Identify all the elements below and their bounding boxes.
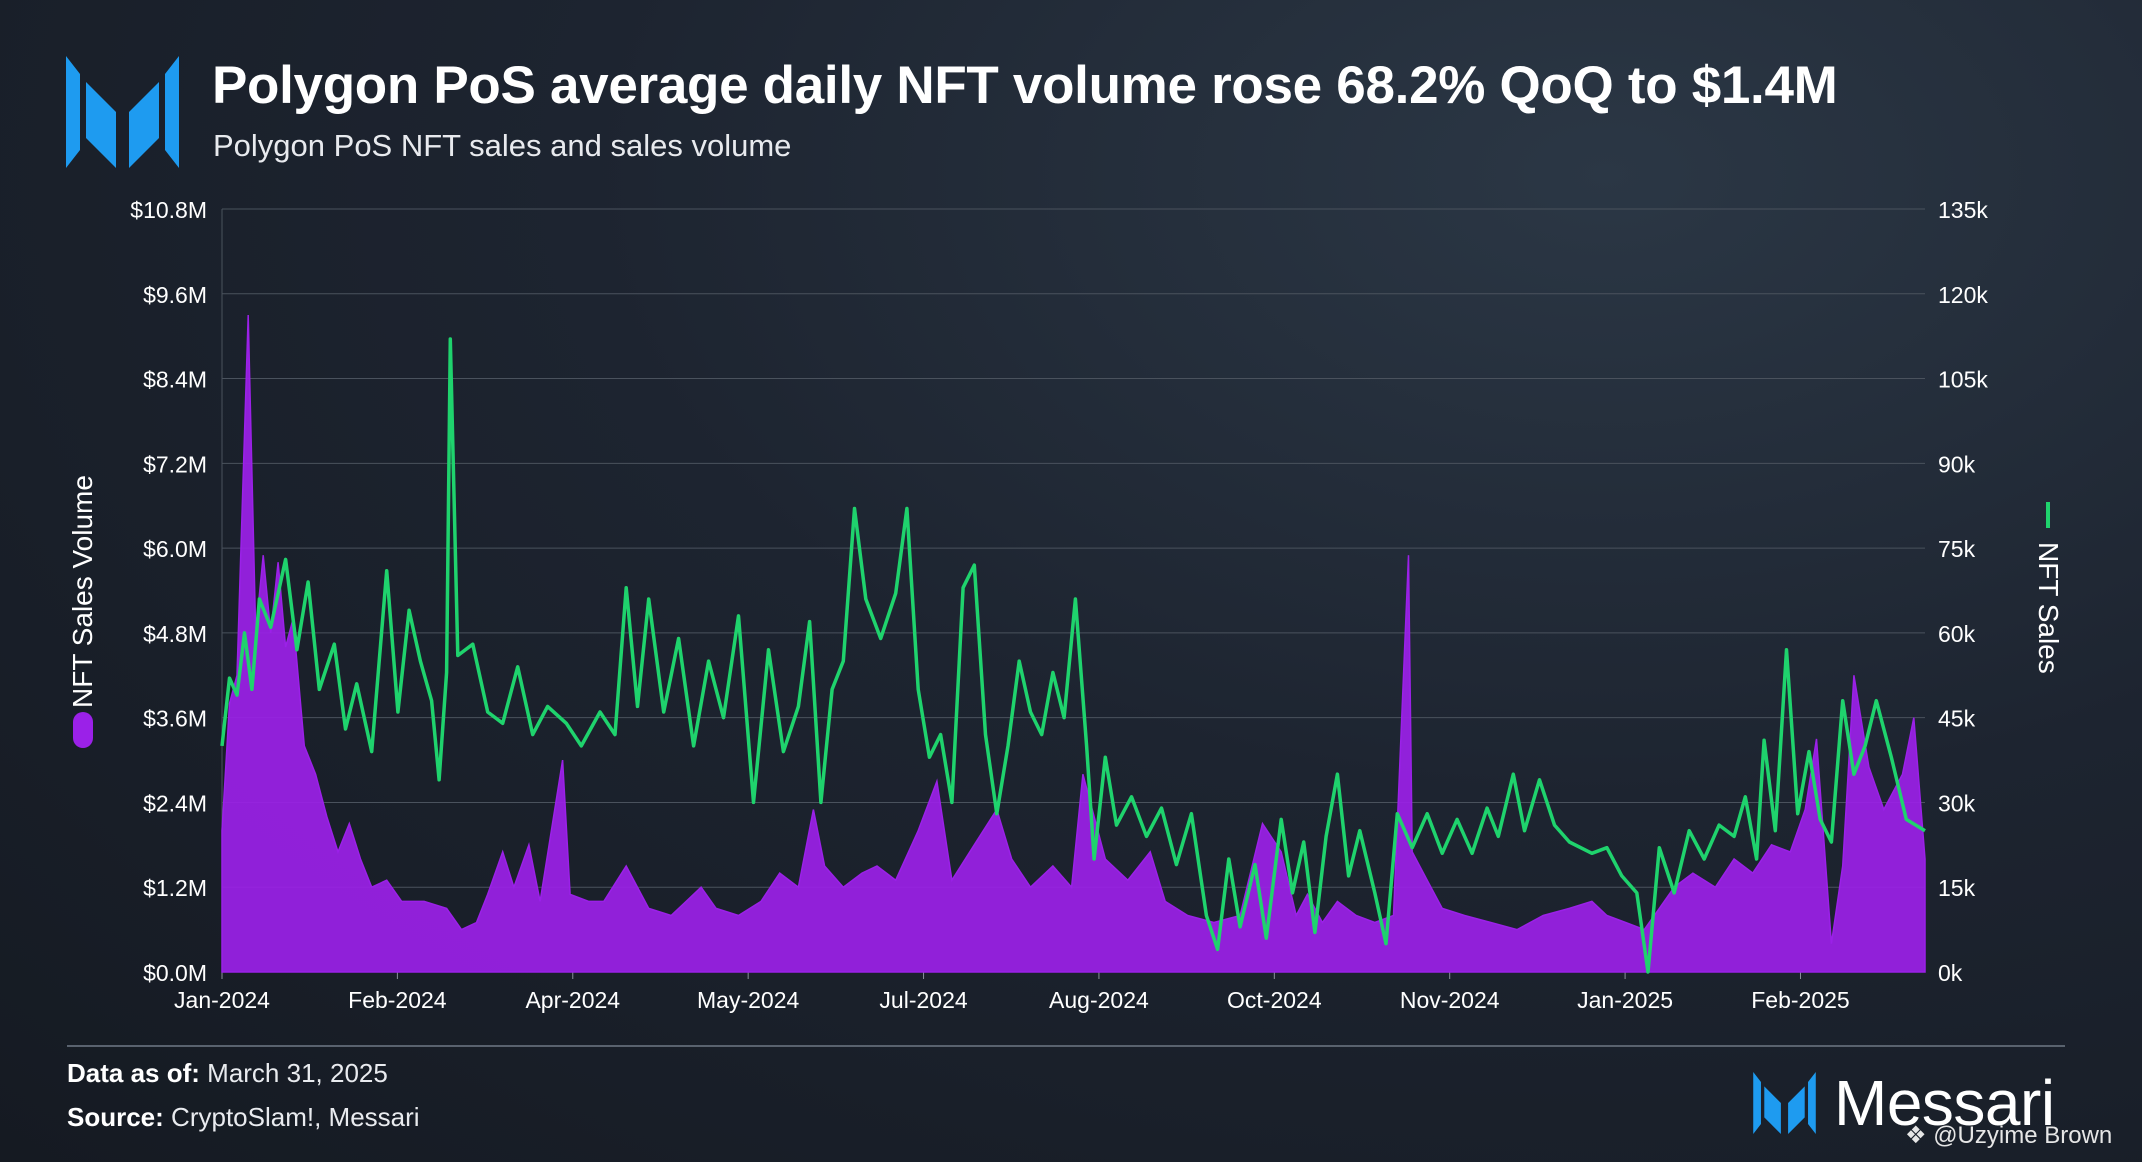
watermark-icon: ❖	[1905, 1122, 1934, 1149]
left-tick-label: $7.2M	[143, 451, 207, 477]
source-line: Source: CryptoSlam!, Messari	[67, 1102, 420, 1133]
source-value: CryptoSlam!, Messari	[171, 1102, 420, 1132]
footer-divider	[67, 1045, 2065, 1047]
right-tick-label: 105k	[1938, 367, 1988, 393]
x-tick-label: Feb-2025	[1751, 987, 1849, 1013]
right-tick-label: 75k	[1938, 536, 1976, 562]
x-tick-label: Nov-2024	[1400, 987, 1500, 1013]
left-tick-label: $4.8M	[143, 621, 207, 647]
grid-lines	[221, 208, 1925, 973]
left-axis-label: NFT Sales Volume	[67, 475, 98, 708]
x-tick-label: Aug-2024	[1049, 987, 1149, 1013]
x-tick-label: Apr-2024	[525, 987, 620, 1013]
right-tick-label: 120k	[1938, 282, 1988, 308]
chart-title: Polygon PoS average daily NFT volume ros…	[212, 56, 1838, 115]
x-tick-label: May-2024	[697, 987, 799, 1013]
left-tick-label: $3.6M	[143, 706, 207, 732]
left-tick-label: $1.2M	[143, 875, 207, 901]
messari-logo-icon	[66, 56, 179, 168]
chart-subtitle: Polygon PoS NFT sales and sales volume	[213, 128, 792, 163]
series-layer	[220, 314, 1926, 974]
right-tick-label: 135k	[1938, 197, 1988, 223]
x-tick-label: Jul-2024	[879, 987, 967, 1013]
messari-brand-icon	[1753, 1072, 1816, 1134]
right-tick-label: 90k	[1938, 451, 1976, 477]
left-tick-label: $9.6M	[143, 282, 207, 308]
brand-lockup: Messari	[1753, 1066, 2055, 1140]
right-tick-label: 0k	[1938, 960, 1963, 986]
left-tick-label: $10.8M	[130, 197, 207, 223]
left-tick-label: $2.4M	[143, 790, 207, 816]
sales-line	[220, 337, 1926, 974]
right-tick-label: 60k	[1938, 621, 1976, 647]
source-label: Source:	[67, 1102, 164, 1132]
right-tick-label: 45k	[1938, 706, 1976, 732]
data-as-of-value: March 31, 2025	[207, 1058, 388, 1088]
volume-legend-marker	[73, 712, 93, 748]
watermark-text: @Uzyime Brown	[1933, 1122, 2113, 1149]
watermark: ❖ @Uzyime Brown	[1905, 1121, 2112, 1150]
data-as-of-label: Data as of:	[67, 1058, 200, 1088]
left-axis-ticks: $0.0M $1.2M $2.4M $3.6M $4.8M $6.0M $7.2M $8.4M…	[130, 197, 207, 986]
right-tick-label: 30k	[1938, 790, 1976, 816]
left-tick-label: $8.4M	[143, 367, 207, 393]
right-axis-label: NFT Sales	[2033, 542, 2064, 674]
right-tick-label: 15k	[1938, 875, 1976, 901]
data-as-of-line: Data as of: March 31, 2025	[67, 1058, 388, 1089]
x-tick-label: Jan-2024	[174, 987, 270, 1013]
x-tick-label: Jan-2025	[1577, 987, 1673, 1013]
x-tick-label: Oct-2024	[1227, 987, 1322, 1013]
sales-legend-marker	[2046, 502, 2050, 528]
x-axis-ticks: Jan-2024 Feb-2024 Apr-2024 May-2024 Jul-2024…	[174, 972, 1850, 1013]
right-axis-ticks: 0k 15k 30k 45k 60k 75k 90k 105k 120k 135k	[1938, 197, 1988, 986]
left-tick-label: $0.0M	[143, 960, 207, 986]
brand-name: Messari	[1834, 1067, 2055, 1139]
left-tick-label: $6.0M	[143, 536, 207, 562]
x-tick-label: Feb-2024	[348, 987, 447, 1013]
